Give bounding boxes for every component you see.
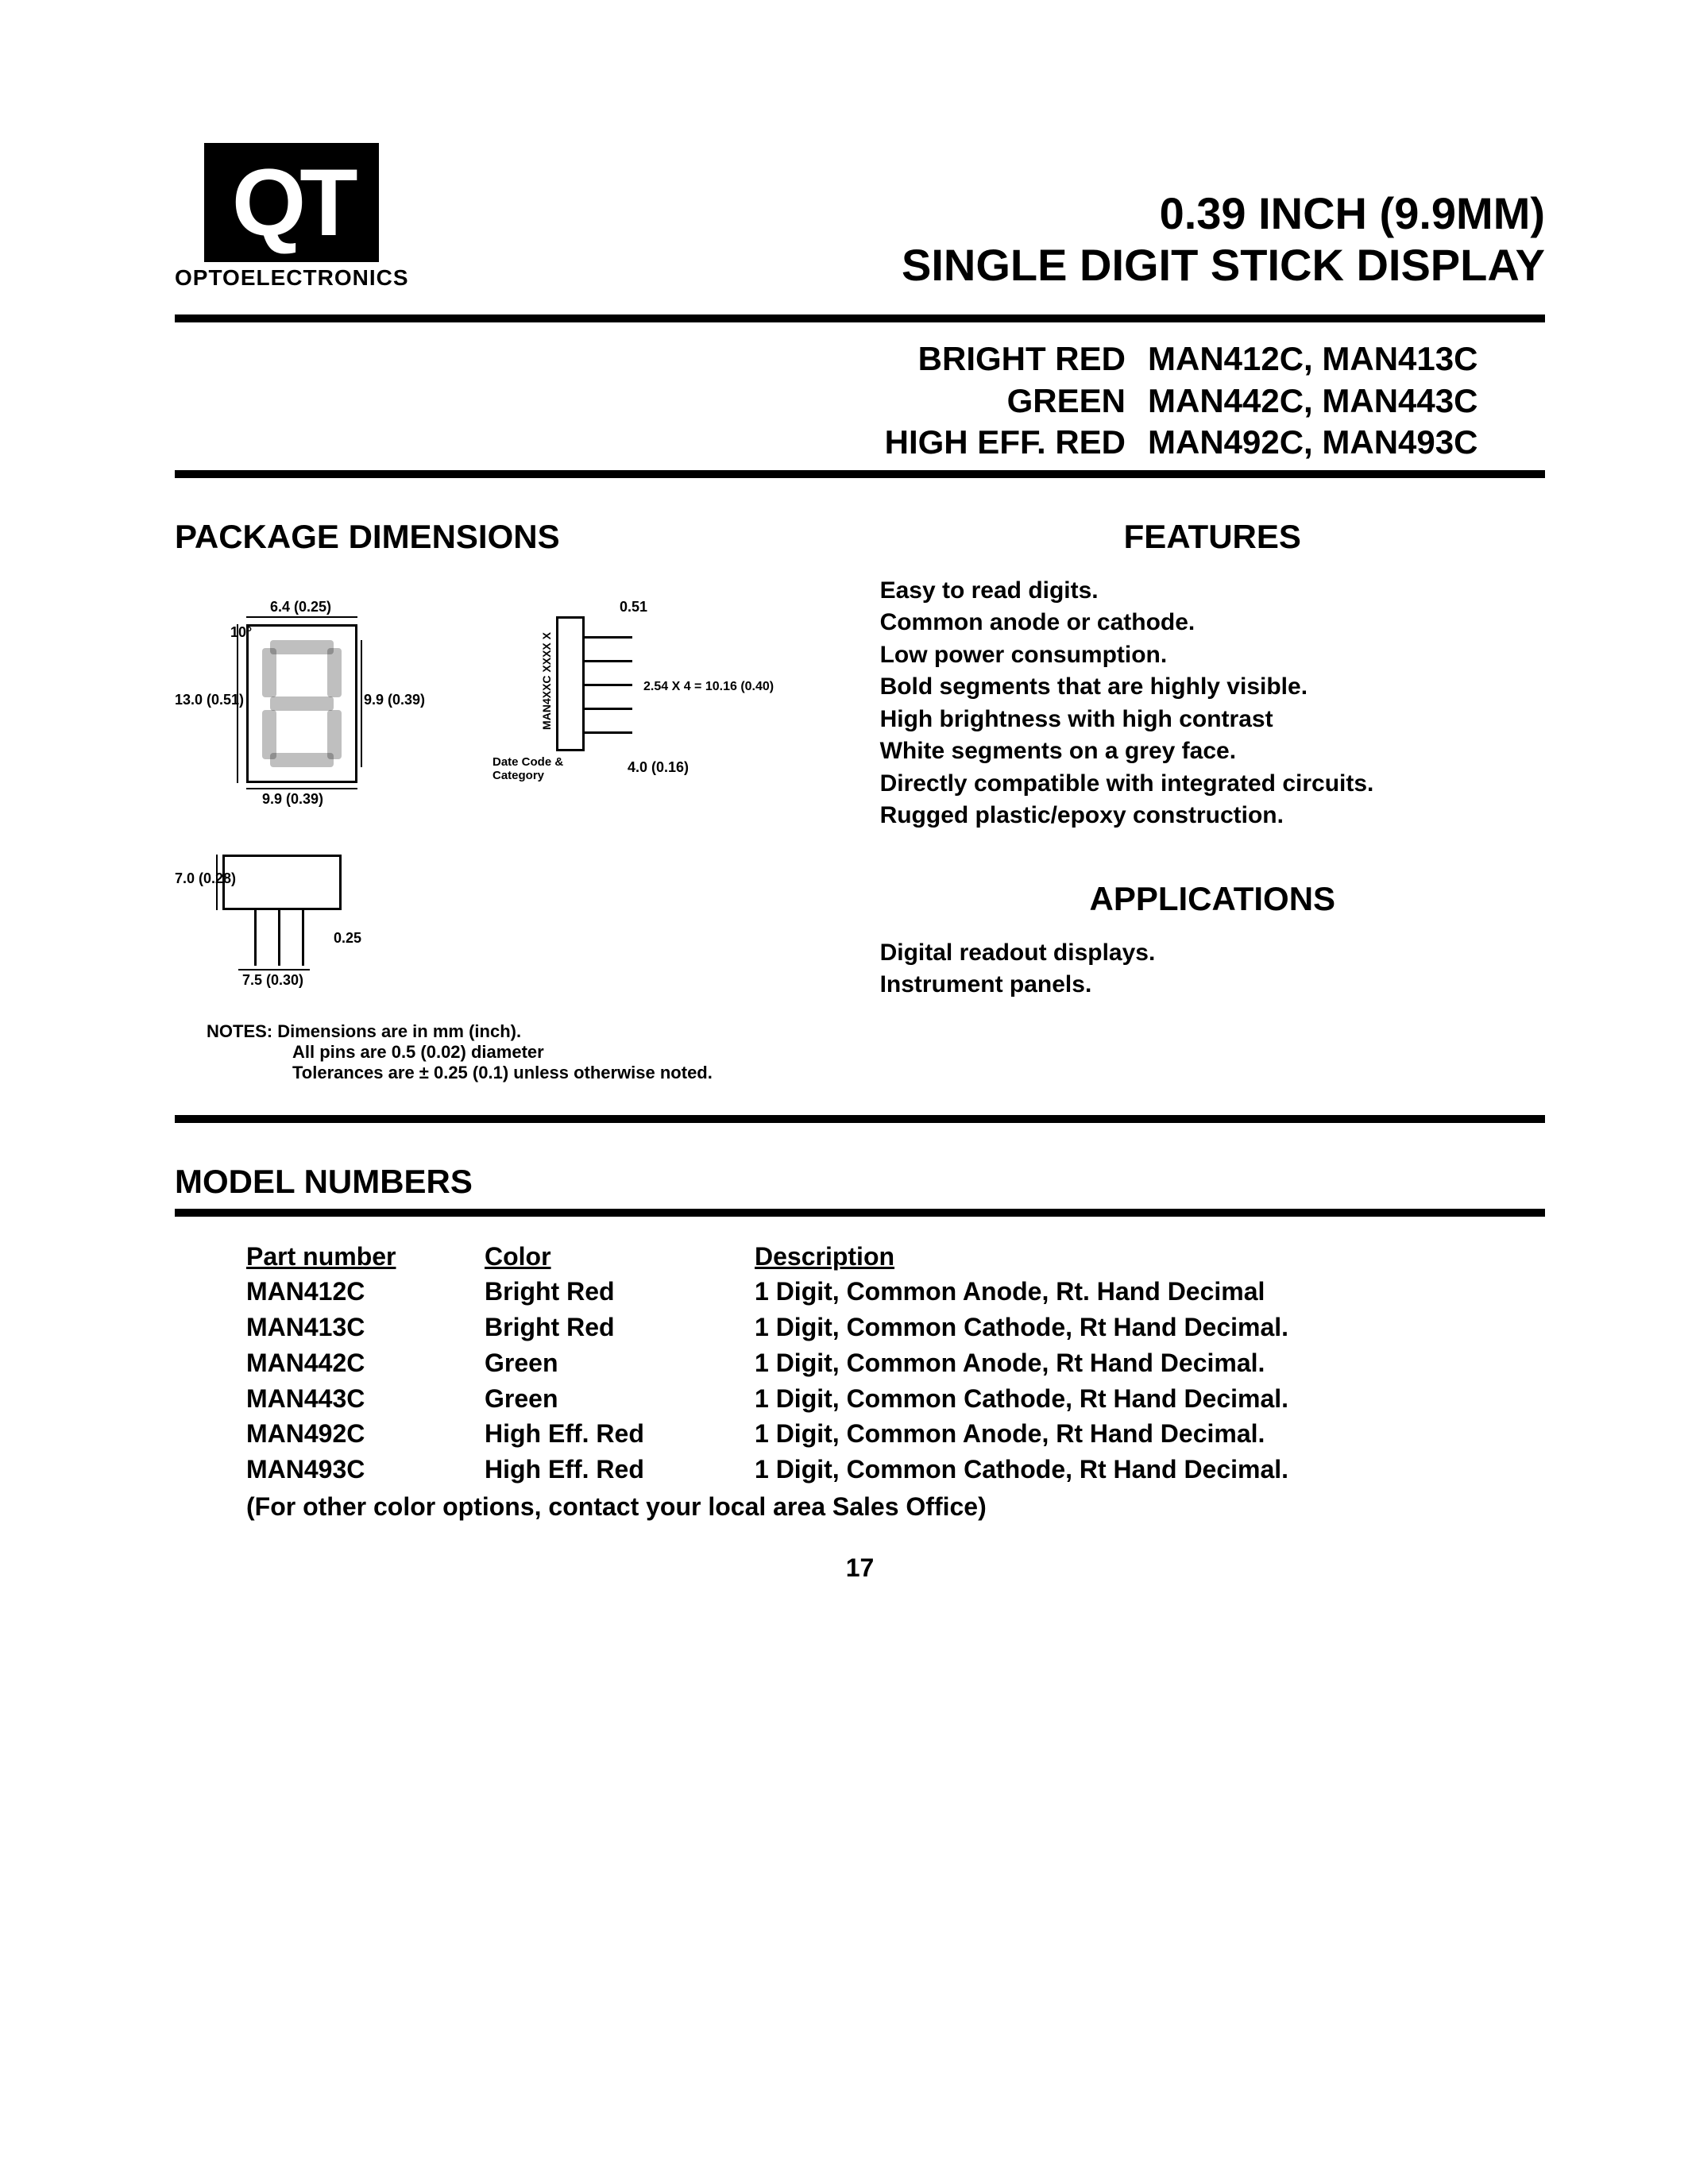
cell-desc: 1 Digit, Common Anode, Rt. Hand Decimal	[755, 1274, 1545, 1310]
package-dimensions-section: PACKAGE DIMENSIONS 6.4 (0.25) 10° 13.0 (…	[175, 518, 809, 1083]
cell-part: MAN442C	[246, 1345, 485, 1381]
title-line-2: SINGLE DIGIT STICK DISPLAY	[902, 240, 1545, 291]
section-title: APPLICATIONS	[880, 880, 1545, 918]
note-line: All pins are 0.5 (0.02) diameter	[292, 1042, 809, 1063]
dim-label: 4.0 (0.16)	[628, 759, 689, 776]
col-color: Color	[485, 1239, 755, 1275]
note-line: NOTES: Dimensions are in mm (inch).	[207, 1021, 809, 1042]
dim-label: 6.4 (0.25)	[270, 599, 331, 615]
dim-label: 13.0 (0.51)	[175, 692, 244, 708]
dimension-notes: NOTES: Dimensions are in mm (inch). All …	[207, 1021, 809, 1083]
cell-desc: 1 Digit, Common Cathode, Rt Hand Decimal…	[755, 1310, 1545, 1345]
logo-block: QT OPTOELECTRONICS	[175, 143, 409, 291]
table-row: MAN492C High Eff. Red 1 Digit, Common An…	[246, 1416, 1545, 1452]
feature-item: Bold segments that are highly visible.	[880, 671, 1545, 704]
dim-label: 9.9 (0.39)	[262, 791, 323, 808]
col-desc: Description	[755, 1239, 1545, 1275]
dim-label: 2.54 X 4 = 10.16 (0.40)	[643, 680, 774, 694]
cell-desc: 1 Digit, Common Anode, Rt Hand Decimal.	[755, 1345, 1545, 1381]
divider	[175, 314, 1545, 322]
section-title: MODEL NUMBERS	[175, 1163, 1545, 1201]
table-row: MAN442C Green 1 Digit, Common Anode, Rt …	[246, 1345, 1545, 1381]
applications-list: Digital readout displays. Instrument pan…	[880, 937, 1545, 1001]
application-item: Digital readout displays.	[880, 937, 1545, 970]
header: QT OPTOELECTRONICS 0.39 INCH (9.9MM) SIN…	[175, 143, 1545, 291]
cell-part: MAN443C	[246, 1381, 485, 1417]
diagram-side-view: 0.51 2.54 X 4 = 10.16 (0.40) 4.0 (0.16) …	[492, 592, 715, 799]
cell-color: Bright Red	[485, 1274, 755, 1310]
table-row: MAN413C Bright Red 1 Digit, Common Catho…	[246, 1310, 1545, 1345]
mid-columns: PACKAGE DIMENSIONS 6.4 (0.25) 10° 13.0 (…	[175, 518, 1545, 1083]
package-bottom-icon	[222, 855, 342, 910]
cell-part: MAN412C	[246, 1274, 485, 1310]
feature-item: Low power consumption.	[880, 639, 1545, 672]
divider	[175, 1209, 1545, 1217]
variant-color: GREEN	[840, 380, 1126, 423]
package-diagrams: 6.4 (0.25) 10° 13.0 (0.51) 9.9 (0.39) 9.…	[175, 592, 809, 997]
col-part: Part number	[246, 1239, 485, 1275]
side-label: MAN4XXC XXXX X	[540, 632, 553, 730]
table-row: MAN493C High Eff. Red 1 Digit, Common Ca…	[246, 1452, 1545, 1488]
dim-label: 7.5 (0.30)	[242, 972, 303, 989]
cell-color: High Eff. Red	[485, 1452, 755, 1488]
logo-subtitle: OPTOELECTRONICS	[175, 265, 409, 291]
logo-icon: QT	[204, 143, 379, 262]
variant-color: HIGH EFF. RED	[840, 422, 1126, 464]
page-title: 0.39 INCH (9.9MM) SINGLE DIGIT STICK DIS…	[902, 188, 1545, 291]
variant-parts: MAN412C, MAN413C	[1148, 338, 1545, 380]
variant-row: GREEN MAN442C, MAN443C	[175, 380, 1545, 423]
feature-item: Common anode or cathode.	[880, 607, 1545, 639]
variant-row: HIGH EFF. RED MAN492C, MAN493C	[175, 422, 1545, 464]
section-title: FEATURES	[880, 518, 1545, 556]
title-line-1: 0.39 INCH (9.9MM)	[902, 188, 1545, 239]
divider	[175, 1115, 1545, 1123]
cell-color: Green	[485, 1345, 755, 1381]
feature-item: Directly compatible with integrated circ…	[880, 768, 1545, 801]
variant-color: BRIGHT RED	[840, 338, 1126, 380]
variant-list: BRIGHT RED MAN412C, MAN413C GREEN MAN442…	[175, 338, 1545, 464]
applications-section: APPLICATIONS Digital readout displays. I…	[880, 880, 1545, 1001]
page-number: 17	[175, 1553, 1545, 1583]
feature-item: Easy to read digits.	[880, 575, 1545, 608]
features-apps-column: FEATURES Easy to read digits. Common ano…	[856, 518, 1545, 1083]
note-line: Tolerances are ± 0.25 (0.1) unless other…	[292, 1063, 809, 1083]
cell-color: High Eff. Red	[485, 1416, 755, 1452]
cell-part: MAN493C	[246, 1452, 485, 1488]
variant-parts: MAN492C, MAN493C	[1148, 422, 1545, 464]
feature-item: Rugged plastic/epoxy construction.	[880, 800, 1545, 832]
application-item: Instrument panels.	[880, 969, 1545, 1001]
model-note: (For other color options, contact your l…	[246, 1492, 1545, 1522]
variant-row: BRIGHT RED MAN412C, MAN413C	[175, 338, 1545, 380]
diagram-bottom-view: 7.0 (0.28) 0.25 7.5 (0.30)	[175, 839, 381, 997]
table-row: MAN443C Green 1 Digit, Common Cathode, R…	[246, 1381, 1545, 1417]
dim-label: 9.9 (0.39)	[364, 692, 425, 708]
cell-desc: 1 Digit, Common Cathode, Rt Hand Decimal…	[755, 1381, 1545, 1417]
dim-label: 10°	[230, 624, 252, 641]
model-numbers-section: MODEL NUMBERS Part number Color Descript…	[175, 1163, 1545, 1522]
dim-label: 7.0 (0.28)	[175, 870, 236, 887]
cell-color: Bright Red	[485, 1310, 755, 1345]
table-row: MAN412C Bright Red 1 Digit, Common Anode…	[246, 1274, 1545, 1310]
divider	[175, 470, 1545, 478]
dim-label: 0.25	[334, 930, 361, 947]
model-table: Part number Color Description MAN412C Br…	[246, 1239, 1545, 1488]
seven-segment-icon	[262, 640, 342, 767]
features-list: Easy to read digits. Common anode or cat…	[880, 575, 1545, 832]
cell-desc: 1 Digit, Common Anode, Rt Hand Decimal.	[755, 1416, 1545, 1452]
diagram-row: 6.4 (0.25) 10° 13.0 (0.51) 9.9 (0.39) 9.…	[175, 592, 809, 815]
cell-desc: 1 Digit, Common Cathode, Rt Hand Decimal…	[755, 1452, 1545, 1488]
section-title: PACKAGE DIMENSIONS	[175, 518, 809, 556]
cell-part: MAN492C	[246, 1416, 485, 1452]
cell-color: Green	[485, 1381, 755, 1417]
diagram-front-view: 6.4 (0.25) 10° 13.0 (0.51) 9.9 (0.39) 9.…	[175, 592, 445, 815]
feature-item: White segments on a grey face.	[880, 735, 1545, 768]
package-side-icon	[556, 616, 585, 751]
dim-label: 0.51	[620, 599, 647, 615]
feature-item: High brightness with high contrast	[880, 704, 1545, 736]
variant-parts: MAN442C, MAN443C	[1148, 380, 1545, 423]
dim-note: Date Code & Category	[492, 755, 564, 782]
table-header: Part number Color Description	[246, 1239, 1545, 1275]
cell-part: MAN413C	[246, 1310, 485, 1345]
